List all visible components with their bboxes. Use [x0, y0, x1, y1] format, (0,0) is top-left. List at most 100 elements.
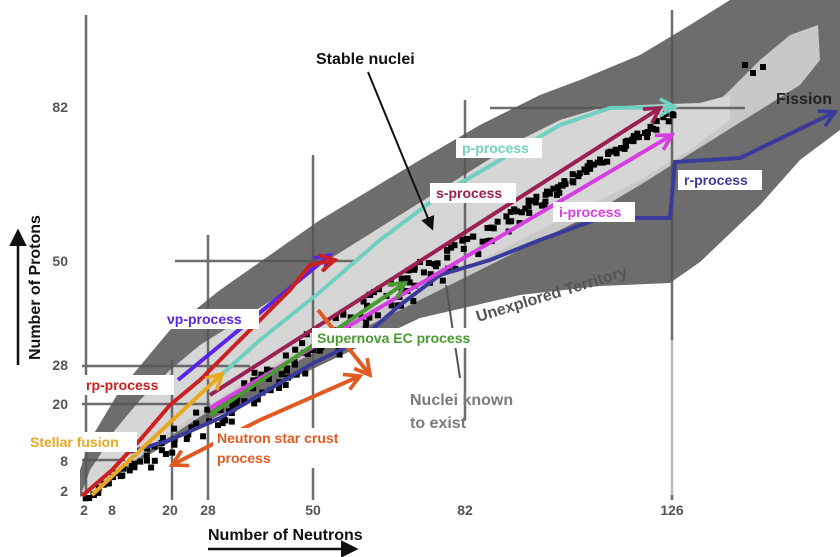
stable-nucleus-square	[629, 136, 635, 143]
stable-nucleus-square	[144, 457, 150, 464]
stable-nucleus-square	[264, 366, 270, 373]
stable-nucleus-square	[542, 191, 549, 198]
stable-nucleus-square	[304, 351, 311, 357]
stable-nucleus-square	[653, 118, 660, 125]
y-axis-title: Number of Protons	[27, 215, 44, 360]
stable-nucleus-square	[158, 447, 165, 454]
stable-nucleus-square	[594, 159, 601, 166]
stable-nucleus-square	[335, 345, 342, 352]
stable-nucleus-square	[444, 254, 451, 261]
stable-nucleus-square	[143, 452, 150, 459]
stable-nucleus-square	[131, 460, 138, 467]
stable-nucleus-square	[490, 225, 497, 232]
stable-nucleus-square	[576, 170, 583, 177]
r-process-label-box	[678, 170, 762, 190]
stable-nucleus-square	[131, 464, 138, 471]
stable-nucleus-square	[541, 201, 548, 208]
stable-nucleus-square	[612, 146, 619, 153]
stable-nucleus-square	[630, 133, 637, 140]
stable-nucleus-square	[460, 236, 467, 243]
rp-process-path	[80, 260, 335, 498]
x-tick-28: 28	[200, 502, 216, 518]
stable-nucleus-square	[299, 340, 306, 347]
stable-nucleus-square	[411, 264, 418, 271]
stable-nucleus-square	[569, 171, 576, 178]
i-process-label-box	[553, 202, 635, 222]
x-tick-126: 126	[660, 502, 684, 518]
supernova-ec-label-box	[312, 328, 497, 348]
y-tick-28: 28	[52, 357, 68, 373]
stable-nucleus-square	[171, 425, 178, 432]
stable-nucleus-square	[228, 418, 235, 425]
stable-nucleus-square	[448, 244, 455, 251]
stable-nucleus-square	[439, 277, 446, 284]
rp-process-label-box	[82, 375, 174, 395]
x-axis-ticks: 2 8 20 28 50 82 126	[80, 502, 684, 518]
nuclei-known-label-1: Nuclei known	[410, 392, 513, 409]
stable-nucleus-square	[388, 302, 395, 309]
stable-nucleus-square	[650, 125, 656, 132]
process-arrows	[80, 107, 835, 498]
fission-label: Fission	[776, 91, 832, 108]
stable-nucleus-square	[586, 159, 593, 166]
stable-nucleus-square	[584, 163, 591, 170]
stable-nucleus-square	[120, 465, 127, 472]
stable-nucleus-square	[653, 126, 660, 133]
stable-nucleus-square	[95, 489, 102, 496]
stable-nucleus-square	[82, 495, 89, 502]
stable-nucleus-square	[613, 150, 620, 157]
stable-nucleus-square	[484, 225, 491, 231]
neutron-star-crust-label-box	[213, 428, 363, 468]
stable-nucleus-square	[404, 275, 411, 282]
stable-nucleus-square	[618, 145, 625, 151]
stable-nucleus-square	[151, 457, 158, 464]
r-process-label: r-process	[684, 172, 748, 188]
stable-nucleus-square	[434, 260, 441, 267]
stable-nucleus-square	[193, 409, 200, 416]
stable-nucleus-square	[283, 365, 290, 372]
stable-nucleus-square	[105, 480, 112, 487]
stable-nucleus-square	[662, 110, 669, 117]
stable-nucleus-square	[507, 208, 514, 215]
stable-nucleus-square	[204, 406, 211, 413]
stable-nucleus-square	[364, 302, 370, 309]
stable-nucleus-square	[171, 441, 178, 448]
stable-nucleus-square	[278, 371, 285, 378]
stable-nucleus-square	[363, 319, 370, 326]
stable-nucleus-square	[607, 148, 614, 155]
stable-nucleus-square	[570, 179, 577, 186]
s-process-path	[208, 108, 660, 397]
stable-nucleus-square	[542, 198, 549, 205]
stable-nucleus-square	[310, 347, 317, 353]
x-tick-2: 2	[80, 502, 88, 518]
stable-nucleus-square	[544, 188, 551, 195]
stable-nucleus-square	[479, 238, 486, 245]
stable-nucleus-square	[251, 369, 258, 376]
s-process-label-box	[430, 183, 516, 203]
y-tick-20: 20	[52, 396, 68, 412]
stable-nucleus-square	[483, 238, 490, 245]
nuclei-known-label-2: to exist	[410, 415, 467, 432]
stable-nucleus-square	[635, 134, 642, 141]
stable-nucleus-square	[425, 260, 432, 266]
stable-nucleus-square	[511, 206, 518, 213]
stable-nucleus-square	[750, 70, 756, 76]
y-tick-8: 8	[60, 453, 68, 469]
stable-nucleus-square	[469, 233, 476, 240]
stable-nucleus-square	[316, 347, 323, 354]
stable-nucleus-square	[624, 137, 631, 144]
stable-nucleus-square	[760, 64, 766, 70]
vp-process-label-box	[163, 309, 259, 329]
stable-nucleus-square	[562, 180, 569, 187]
stable-nucleus-square	[200, 433, 207, 440]
x-tick-8: 8	[108, 502, 116, 518]
stable-nucleus-square	[742, 62, 748, 68]
stable-nucleus-square	[634, 130, 641, 137]
p-process-label-box	[456, 138, 542, 158]
stable-nucleus-square	[660, 114, 667, 121]
stable-nucleus-square	[427, 271, 434, 278]
stable-nucleus-square	[583, 168, 590, 175]
stable-nucleus-square	[451, 242, 458, 249]
stable-nucleus-square	[410, 298, 417, 304]
